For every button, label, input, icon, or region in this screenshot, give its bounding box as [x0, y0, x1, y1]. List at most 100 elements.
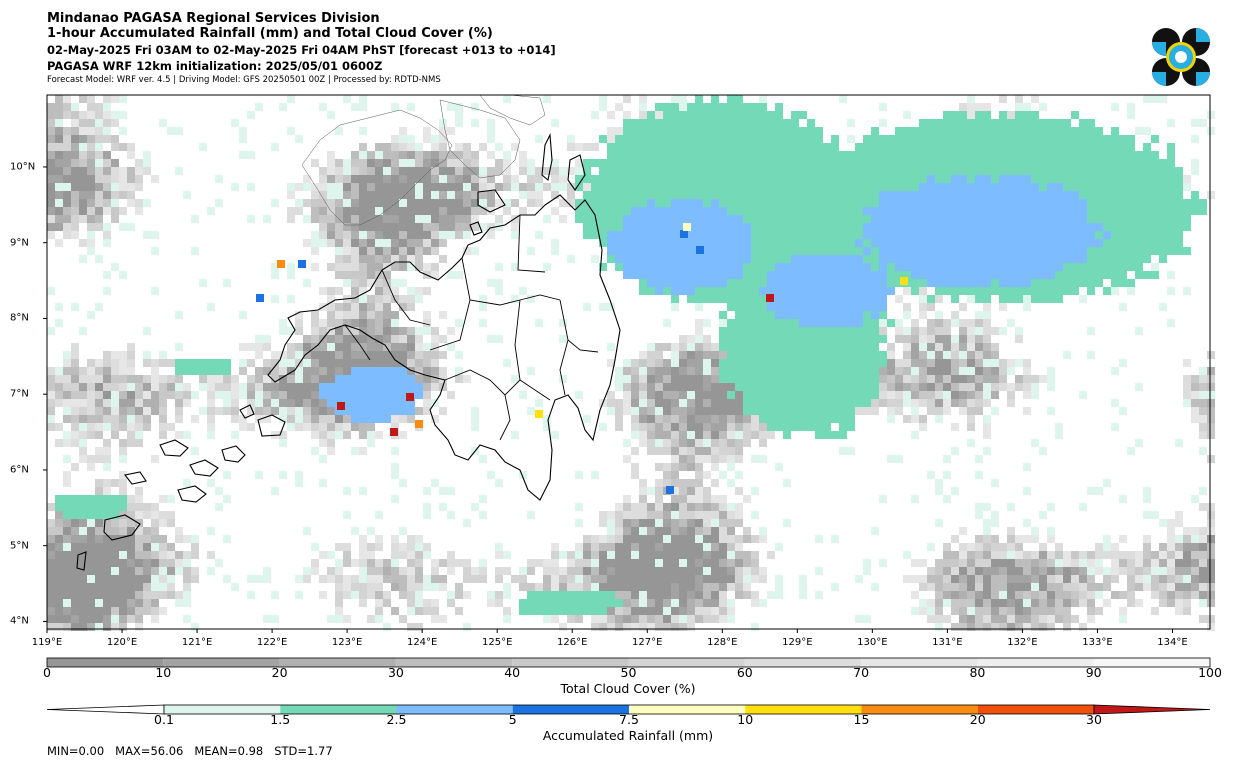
lat-label: 8°N	[10, 312, 29, 324]
rain-hotspot	[900, 277, 908, 285]
rain-colorbar-label: Accumulated Rainfall (mm)	[542, 728, 714, 743]
map-title: Mindanao PAGASA Regional Services Divisi…	[47, 11, 380, 26]
cloud-colorbar-segment	[977, 658, 1094, 667]
rain-tick-label: 1.5	[270, 712, 291, 727]
rain-tick-label: 30	[1086, 712, 1102, 727]
cloud-tick-label: 90	[1085, 665, 1102, 680]
basilan-island	[257, 414, 286, 437]
rain-colorbar-segment	[396, 705, 513, 714]
cloud-colorbar-segment	[163, 658, 280, 667]
cloud-colorbar-segment	[512, 658, 629, 667]
stat-max: MAX=56.06	[115, 744, 184, 758]
sulu-islands	[76, 404, 255, 571]
lat-label: 5°N	[10, 540, 29, 552]
cloud-colorbar-segment	[628, 658, 745, 667]
cloud-tick-label: 30	[387, 665, 404, 680]
camiguin-island	[469, 221, 483, 236]
rainfall-layer	[47, 95, 1215, 631]
rain-tick-label: 15	[853, 712, 870, 727]
cloud-colorbar-segment	[1093, 658, 1210, 667]
mindanao-coastline	[267, 194, 621, 501]
rain-hotspot	[696, 246, 704, 254]
rain-colorbar-max-extend	[1093, 704, 1211, 715]
rain-tick-label: 7.5	[619, 712, 639, 727]
rain-hotspot	[666, 486, 674, 494]
cloud-colorbar-segment	[47, 658, 164, 667]
lon-label: 129°E	[782, 637, 813, 648]
cloud-tick-label: 10	[155, 665, 172, 680]
rain-colorbar-segment	[512, 705, 629, 714]
lon-label: 128°E	[707, 637, 738, 648]
lon-label: 127°E	[632, 637, 663, 648]
rain-colorbar-segment	[977, 705, 1094, 714]
initialization-time: PAGASA WRF 12km initialization: 2025/05/…	[47, 59, 383, 73]
cloud-colorbar-segment	[744, 658, 862, 667]
lon-label: 130°E	[857, 637, 888, 648]
rain-hotspot	[766, 294, 774, 302]
cloud-tick-label: 100	[1198, 665, 1222, 680]
lat-label: 10°N	[10, 161, 36, 173]
cloud-tick-label: 80	[969, 665, 986, 680]
rain-hotspot	[680, 230, 688, 238]
bohol-island	[477, 189, 506, 213]
cloud-tick-label: 70	[853, 665, 870, 680]
stat-std: STD=1.77	[274, 744, 333, 758]
cloud-tick-label: 40	[504, 665, 521, 680]
cloud-tick-label: 20	[271, 665, 288, 680]
rain-hotspot	[535, 410, 543, 418]
map-subtitle: 1-hour Accumulated Rainfall (mm) and Tot…	[47, 26, 493, 41]
rain-colorbar-segment	[164, 705, 281, 714]
lat-label: 4°N	[10, 615, 29, 627]
rain-tick-label: 5	[508, 712, 517, 727]
lon-label: 125°E	[481, 637, 513, 648]
province-borders	[344, 214, 599, 441]
rain-tick-label: 10	[737, 712, 754, 727]
rain-hotspot	[337, 402, 345, 410]
lon-label: 124°E	[406, 637, 438, 648]
rain-tick-label: 20	[969, 712, 986, 727]
axis-ticks	[43, 166, 1173, 633]
lon-label: 122°E	[256, 637, 288, 648]
rain-hotspot	[298, 260, 306, 268]
lon-label: 119°E	[31, 637, 63, 648]
statistics-line: MIN=0.00 MAX=56.06 MEAN=0.98 STD=1.77	[47, 744, 333, 758]
stat-mean: MEAN=0.98	[194, 744, 264, 758]
rain-colorbar	[46, 704, 1211, 715]
lon-label: 123°E	[331, 637, 363, 648]
rain-hotspot	[406, 393, 414, 401]
valid-time: 02-May-2025 Fri 03AM to 02-May-2025 Fri …	[47, 43, 556, 57]
cloud-tick-label: 50	[620, 665, 637, 680]
rain-tick-label: 2.5	[386, 712, 407, 727]
rain-colorbar-min-extend	[46, 704, 165, 715]
rain-hotspot	[390, 428, 398, 436]
lon-label: 131°E	[932, 637, 963, 648]
lon-label: 133°E	[1082, 637, 1113, 648]
cloud-colorbar-segment	[395, 658, 513, 667]
leyte-coastline	[439, 99, 521, 179]
lon-label: 134°E	[1157, 637, 1188, 648]
rain-tick-label: 0.1	[154, 712, 174, 727]
lat-label: 9°N	[10, 237, 29, 249]
rain-colorbar-segment	[745, 705, 862, 714]
cloud-colorbar	[46, 657, 1211, 668]
cloud-tick-label: 60	[736, 665, 753, 680]
lon-label: 132°E	[1007, 637, 1038, 648]
rain-hotspot	[256, 294, 264, 302]
siargao-island	[567, 154, 586, 191]
model-info: Forecast Model: WRF ver. 4.5 | Driving M…	[47, 75, 441, 85]
stat-min: MIN=0.00	[47, 744, 105, 758]
rain-hotspot	[415, 420, 423, 428]
map-frame	[46, 94, 1211, 630]
coastline-layer	[76, 94, 621, 571]
rain-colorbar-segment	[861, 705, 978, 714]
pagasa-logo-icon	[1152, 28, 1210, 86]
cloud-tick-label: 0	[43, 665, 51, 680]
lon-label: 120°E	[106, 637, 138, 648]
lon-label: 126°E	[557, 637, 588, 648]
cloud-colorbar-segment	[861, 658, 978, 667]
cloud-colorbar-label: Total Cloud Cover (%)	[560, 681, 696, 696]
rain-colorbar-segment	[280, 705, 397, 714]
rain-colorbar-segment	[629, 705, 746, 714]
visayas-coastline	[301, 109, 453, 226]
